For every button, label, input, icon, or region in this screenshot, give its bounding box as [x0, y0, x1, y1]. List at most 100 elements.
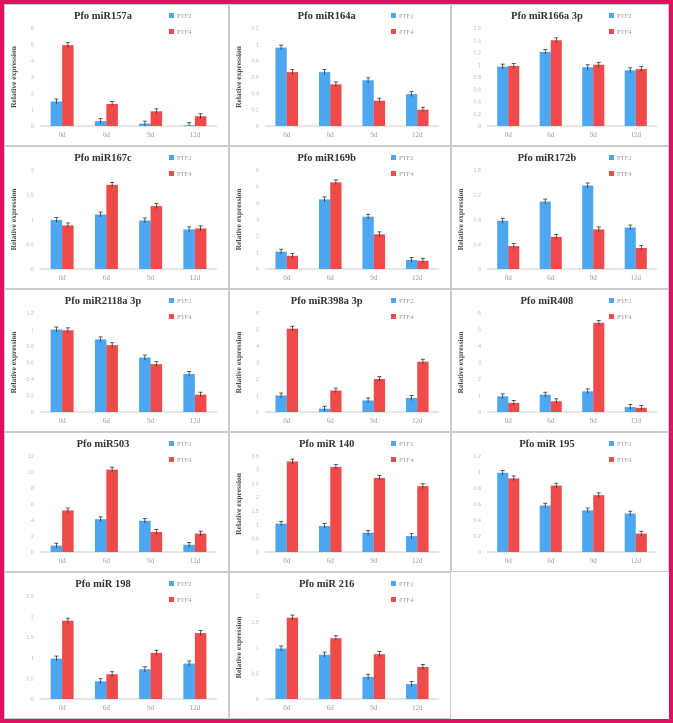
chart-svg: Pfo miR 216 PTF2 PTF4 Relative expression 0 0…: [229, 572, 451, 719]
y-tick-label: 4: [31, 518, 34, 524]
y-tick-label: 0: [31, 124, 34, 130]
bar-ptf4: [150, 652, 163, 699]
x-tick-label: 9d: [590, 274, 598, 282]
bar-ptf4: [286, 72, 299, 126]
legend-label: PTF2: [177, 441, 191, 448]
legend-swatch: [609, 13, 614, 18]
y-tick-label: 0: [31, 550, 34, 556]
legend-label: PTF4: [177, 171, 192, 178]
y-axis-label: Relative expression: [234, 45, 243, 108]
bar-ptf2: [624, 513, 636, 552]
y-tick-label: 6: [256, 168, 259, 174]
chart-panel: Pfo miR172b PTF2 PTF4 Relative expression 0 0…: [451, 146, 669, 289]
bar-ptf2: [405, 684, 418, 699]
chart-panel: Pfo miR408 PTF2 PTF4 Relative expression 0 1 2…: [451, 289, 669, 432]
bar-ptf2: [405, 259, 418, 269]
y-tick-label: 1.5: [251, 509, 259, 515]
bar-ptf4: [62, 225, 74, 269]
legend-label: PTF4: [177, 314, 192, 321]
bar-ptf4: [550, 236, 562, 269]
legend-swatch: [169, 171, 174, 176]
y-axis-label: Relative expression: [9, 188, 18, 251]
y-tick-label: 0.4: [26, 377, 34, 383]
legend-swatch: [391, 314, 396, 319]
chart-panel: Pfo miR169b PTF2 PTF4 Relative expression 0 1…: [229, 146, 451, 289]
chart-svg: Pfo miR167c PTF2 PTF4 Relative expression 0 0…: [4, 146, 229, 289]
y-tick-label: 0.8: [26, 344, 34, 350]
x-tick-label: 6d: [327, 131, 335, 139]
chart-panel: Pfo miR398a 3p PTF2 PTF4 Relative expressio…: [229, 289, 451, 432]
x-tick-label: 0d: [283, 557, 291, 565]
panel-border: [4, 146, 229, 289]
y-tick-label: 0.5: [26, 242, 34, 248]
y-tick-label: 0.6: [473, 87, 481, 93]
chart-panel: Pfo miR166a 3p PTF2 PTF4 0 0.2 0.4 0.6 0.8 1 1.2 1…: [451, 4, 669, 146]
x-tick-label: 6d: [327, 274, 335, 282]
y-tick-label: 1: [478, 394, 481, 400]
x-tick-label: 9d: [370, 557, 378, 565]
y-tick-label: 0.4: [473, 100, 481, 106]
panel-border: [4, 432, 229, 572]
bar-ptf4: [286, 617, 299, 699]
bar-ptf4: [330, 466, 342, 552]
bar-ptf4: [194, 228, 207, 269]
y-tick-label: 0.6: [473, 502, 481, 508]
chart-panel: Pfo miR 140 PTF2 PTF4 Relative expression 0 0…: [229, 432, 451, 572]
panel-border: [451, 146, 669, 289]
chart-svg: Pfo miR503 PTF2 PTF4 0 2 4 6 8 10 12 0d 6d 9d 12d: [4, 432, 229, 572]
chart-title: Pfo miR164a: [298, 11, 357, 22]
chart-svg: Pfo miR157a PTF2 PTF4 Relative expression 0 1…: [4, 4, 229, 146]
x-tick-label: 12d: [631, 274, 642, 282]
x-tick-label: 0d: [283, 417, 291, 425]
legend-label: PTF2: [399, 13, 413, 20]
y-tick-label: 1: [256, 523, 259, 529]
y-tick-label: 1.6: [473, 168, 481, 174]
bar-ptf4: [194, 394, 207, 412]
y-tick-label: 1: [31, 218, 34, 224]
bar-ptf4: [373, 234, 386, 269]
bar-ptf4: [635, 247, 647, 269]
bar-ptf4: [194, 116, 207, 126]
y-tick-label: 0: [31, 410, 34, 416]
bar-ptf4: [593, 495, 605, 552]
bar-ptf2: [50, 329, 63, 412]
y-tick-label: 1.2: [473, 193, 481, 199]
x-tick-label: 0d: [505, 557, 513, 565]
legend-swatch: [609, 457, 614, 462]
x-tick-label: 12d: [412, 704, 423, 712]
bar-ptf2: [275, 251, 287, 269]
x-tick-label: 0d: [505, 417, 513, 425]
x-tick-label: 12d: [412, 417, 423, 425]
y-tick-label: 1: [256, 646, 259, 652]
x-tick-label: 12d: [412, 557, 423, 565]
y-tick-label: 0.2: [473, 534, 481, 540]
legend-label: PTF4: [617, 314, 632, 321]
bar-ptf4: [106, 103, 118, 126]
y-tick-label: 1.6: [473, 26, 481, 32]
y-tick-label: 3.5: [251, 454, 259, 460]
panel-border: [229, 572, 451, 719]
panel-border: [4, 289, 229, 432]
bar-ptf4: [330, 390, 342, 412]
y-tick-label: 3: [256, 468, 259, 474]
chart-svg: Pfo miR2118a 3p PTF2 PTF4 Relative expressi…: [4, 289, 229, 432]
chart-panel: Pfo miR 216 PTF2 PTF4 Relative expression 0 0…: [229, 572, 451, 719]
y-tick-label: 4: [256, 201, 259, 207]
y-tick-label: 8: [31, 486, 34, 492]
chart-title: Pfo miR2118a 3p: [65, 296, 142, 307]
x-tick-label: 9d: [370, 274, 378, 282]
bar-ptf4: [286, 461, 299, 552]
bar-ptf2: [362, 532, 374, 552]
bar-ptf4: [106, 674, 118, 699]
x-tick-label: 0d: [283, 131, 291, 139]
y-tick-label: 0.5: [26, 676, 34, 682]
bar-ptf4: [373, 654, 386, 699]
legend-swatch: [609, 171, 614, 176]
x-tick-label: 12d: [190, 131, 201, 139]
bar-ptf2: [539, 505, 551, 552]
bar-ptf2: [50, 101, 63, 126]
x-tick-label: 0d: [505, 274, 513, 282]
bar-ptf2: [624, 70, 636, 126]
bar-ptf4: [417, 109, 429, 126]
bar-ptf2: [582, 391, 594, 412]
